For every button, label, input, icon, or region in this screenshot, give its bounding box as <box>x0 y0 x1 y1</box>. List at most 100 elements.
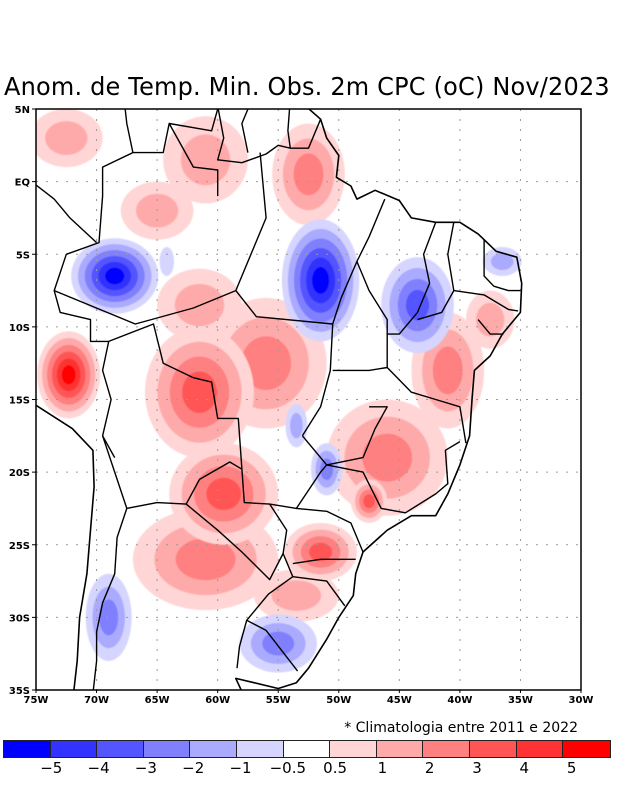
colorbar-swatch <box>516 741 564 757</box>
x-tick-label: 65W <box>145 695 170 706</box>
colorbar-label: −3 <box>134 759 157 777</box>
contour-level <box>363 494 375 509</box>
anomaly-region-sao-paulo-warm <box>350 479 388 523</box>
anomaly-region-parana-warm <box>284 522 357 582</box>
border-peru-colombia <box>36 184 98 244</box>
x-tick-label: 45W <box>387 695 412 706</box>
colorbar-swatch <box>4 741 51 757</box>
anomaly-region-amapa-warm <box>272 123 345 226</box>
y-tick-label: 25S <box>9 541 30 552</box>
contour-level <box>45 121 88 155</box>
x-tick-label: 75W <box>24 695 49 706</box>
grid-lines <box>36 109 581 690</box>
colorbar-label: 0.5 <box>323 759 348 777</box>
x-tick-label: 60W <box>205 695 230 706</box>
anomaly-region-rio-grande-do-norte-cold <box>482 246 522 277</box>
colorbar-label: −4 <box>87 759 110 777</box>
colorbar-swatch <box>143 741 191 757</box>
colorbar-swatch <box>190 741 237 757</box>
border-sp-pr <box>296 507 364 553</box>
colorbar-label: 2 <box>424 759 435 777</box>
x-tick-label: 30W <box>569 695 594 706</box>
contour-level <box>293 153 324 196</box>
contour-level <box>290 412 303 439</box>
colorbar-label: 4 <box>519 759 530 777</box>
y-tick-label: EQ <box>15 178 30 189</box>
y-tick-label: 15S <box>9 396 30 407</box>
border-peru-bolivia <box>101 341 116 458</box>
y-tick-label: 35S <box>9 686 30 697</box>
border-am-pa-mt <box>53 289 333 325</box>
contour-level <box>99 599 119 636</box>
border-uruguay-argentina <box>236 620 248 669</box>
anomaly-region-rio-grande-do-sul-warm <box>254 569 339 622</box>
anomaly-region-amazonas-north-cold <box>159 246 175 277</box>
border-al-se <box>477 319 504 335</box>
x-tick-label: 55W <box>266 695 291 706</box>
y-tick-label: 5N <box>15 105 30 116</box>
border-bolivia-south <box>126 461 243 510</box>
y-tick-label: 5S <box>16 250 30 261</box>
contour-level <box>159 246 175 277</box>
contour-level <box>105 267 125 285</box>
coastline-pacific <box>36 403 95 690</box>
x-tick-label: 70W <box>84 695 109 706</box>
colorbar-label: −5 <box>40 759 63 777</box>
anomaly-field <box>36 109 522 673</box>
border-ba-mg <box>386 367 467 444</box>
colorbar-label: −1 <box>229 759 252 777</box>
contour-level <box>476 302 505 337</box>
contour-level <box>432 346 463 395</box>
anomaly-region-goias-cold <box>285 403 308 448</box>
border-go-mg <box>326 406 388 466</box>
x-tick-label: 40W <box>447 695 472 706</box>
colorbar-swatch <box>50 741 98 757</box>
colorbar-swatch <box>423 741 470 757</box>
contour-level <box>61 365 76 385</box>
border-sc-rs <box>292 576 346 607</box>
border-pe <box>453 289 519 312</box>
climatology-note: * Climatologia entre 2011 e 2022 <box>344 720 578 736</box>
anomaly-region-paraguay-warm <box>169 443 279 545</box>
contour-level <box>309 542 333 562</box>
border-am-pa <box>235 152 267 291</box>
colorbar-label: −2 <box>182 759 205 777</box>
anomaly-region-colombia-warm <box>36 109 103 168</box>
border-pr-sc <box>292 558 356 565</box>
border-to-ba-go <box>332 261 388 372</box>
country-state-borders <box>0 109 523 690</box>
x-axis-ticks: 75W 70W 65W 60W 55W 50W 45W 40W 35W 30W <box>24 690 594 706</box>
border-ms <box>269 435 328 510</box>
border-guyana-suriname <box>241 109 249 153</box>
colorbar-swatch <box>283 741 331 757</box>
border-ecuador-peru <box>0 183 34 240</box>
border-brazil-west <box>53 109 299 672</box>
colorbar-swatch <box>330 741 377 757</box>
border-ce-rn-pb <box>483 239 521 292</box>
contour-level <box>206 477 242 511</box>
border-guianas-brazil <box>217 109 322 164</box>
colorbar-swatch <box>563 741 610 757</box>
contour-level <box>271 580 322 611</box>
colorbar-label: 5 <box>566 759 577 777</box>
contour-level <box>490 253 514 270</box>
y-axis-ticks: 5N EQ 5S 10S 15S 20S 25S 30S 35S <box>9 105 36 697</box>
x-tick-label: 35W <box>508 695 533 706</box>
contour-level <box>312 267 330 294</box>
border-colombia-venezuela <box>124 109 134 153</box>
border-sp-mg-rj-es <box>326 440 461 514</box>
colorbar-swatch <box>376 741 424 757</box>
colorbar <box>3 740 611 758</box>
border-chile-argentina <box>92 435 128 690</box>
colorbar-label: −0.5 <box>269 759 307 777</box>
chart-title: Anom. de Temp. Min. Obs. 2m CPC (oC) Nov… <box>4 72 610 101</box>
anomaly-region-maranhao-piaui-cold <box>381 257 454 354</box>
border-paraguay-argentina <box>185 503 284 581</box>
anomaly-region-peru-bolivia-warm <box>37 331 101 419</box>
y-tick-label: 20S <box>9 468 30 479</box>
colorbar-label: 1 <box>377 759 388 777</box>
contour-level <box>262 631 295 656</box>
contour-level <box>182 371 217 414</box>
colorbar-swatch <box>469 741 517 757</box>
